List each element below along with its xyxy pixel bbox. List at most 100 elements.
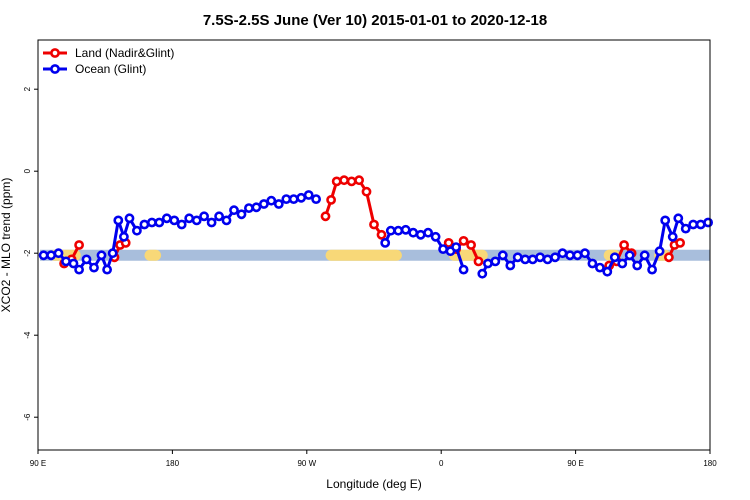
data-point (191, 215, 202, 226)
data-point (311, 194, 321, 204)
y-tick-label: -6 (23, 413, 32, 421)
data-point (688, 219, 699, 230)
data-point (74, 264, 84, 275)
data-point (361, 186, 372, 197)
data-point (320, 211, 331, 222)
data-point (654, 246, 665, 257)
data-point (458, 235, 469, 246)
data-point (273, 199, 284, 209)
data-point (61, 256, 71, 267)
legend: Land (Nadir&Glint) Ocean (Glint) (43, 46, 174, 76)
x-tick-label: 90 W (297, 459, 316, 468)
legend-marker (50, 64, 60, 74)
data-point (617, 258, 628, 269)
data-point (565, 250, 575, 261)
data-point (243, 203, 254, 213)
legend-label: Ocean (Glint) (75, 62, 146, 76)
data-point (124, 213, 135, 224)
data-point (38, 250, 49, 261)
data-point (609, 252, 620, 263)
data-point (393, 225, 404, 236)
x-axis-label: Longitude (deg E) (326, 477, 421, 491)
data-point (346, 176, 357, 187)
data-point (535, 252, 545, 263)
data-point (176, 219, 187, 230)
x-axis: 90 E 180 90 W 0 90 E 180 (30, 450, 717, 468)
data-point (587, 258, 598, 269)
data-point (557, 248, 568, 259)
x-tick-label: 90 E (30, 459, 46, 468)
y-axis-label: XCO2 - MLO trend (ppm) (0, 178, 13, 313)
data-point (303, 190, 314, 200)
plot-frame (37, 39, 711, 451)
data-point (400, 224, 411, 235)
y-axis: 2 0 -2 -4 -6 (23, 86, 38, 421)
legend-label: Land (Nadir&Glint) (75, 46, 174, 60)
data-point (408, 227, 419, 238)
data-point (107, 248, 118, 259)
data-point (550, 252, 560, 263)
data-point (113, 215, 124, 226)
y-tick-label: 2 (23, 86, 32, 91)
data-point (667, 231, 678, 242)
data-point (512, 252, 523, 263)
data-point (369, 219, 379, 230)
data-point (380, 237, 391, 248)
data-point (74, 240, 84, 250)
data-point (139, 219, 150, 230)
series-layer (38, 175, 713, 279)
data-point (221, 215, 232, 226)
data-point (647, 264, 657, 275)
data-point (458, 264, 469, 275)
data-point (624, 250, 635, 261)
data-point (296, 192, 307, 203)
data-point (102, 264, 112, 275)
data-point (602, 266, 613, 277)
data-point (664, 252, 674, 263)
data-point (673, 213, 684, 224)
series-ocean (38, 190, 713, 279)
data-point (520, 254, 531, 265)
data-point (580, 248, 590, 259)
data-point (214, 211, 224, 222)
x-tick-label: 90 E (567, 459, 583, 468)
data-point (251, 202, 262, 213)
data-point (430, 231, 441, 242)
legend-marker (50, 48, 60, 58)
data-point (236, 209, 247, 220)
data-point (184, 213, 195, 224)
data-point (632, 260, 643, 271)
data-point (542, 254, 553, 265)
data-point (154, 217, 165, 228)
data-point (161, 213, 172, 224)
data-point (680, 223, 691, 234)
data-point (199, 211, 209, 222)
data-point (497, 250, 508, 261)
x-tick-label: 180 (166, 459, 180, 468)
data-point (53, 248, 64, 259)
data-point (490, 256, 501, 267)
data-point (619, 240, 629, 250)
y-tick-label: 0 (23, 168, 32, 173)
x-tick-label: 0 (439, 459, 444, 468)
data-point (639, 250, 650, 261)
data-point (339, 175, 349, 186)
data-point (675, 237, 685, 248)
x-tick-label: 180 (703, 459, 717, 468)
data-point (376, 229, 387, 240)
data-point (131, 225, 142, 236)
data-point (451, 242, 461, 252)
data-point (331, 176, 342, 187)
data-point (473, 256, 484, 267)
data-point (169, 215, 180, 226)
data-point (96, 250, 107, 261)
data-point (266, 195, 277, 206)
data-point (258, 199, 269, 209)
data-point (81, 254, 92, 265)
data-point (477, 268, 488, 279)
data-point (326, 194, 336, 205)
data-point (466, 240, 476, 250)
data-point (229, 205, 239, 216)
data-point (206, 217, 217, 228)
